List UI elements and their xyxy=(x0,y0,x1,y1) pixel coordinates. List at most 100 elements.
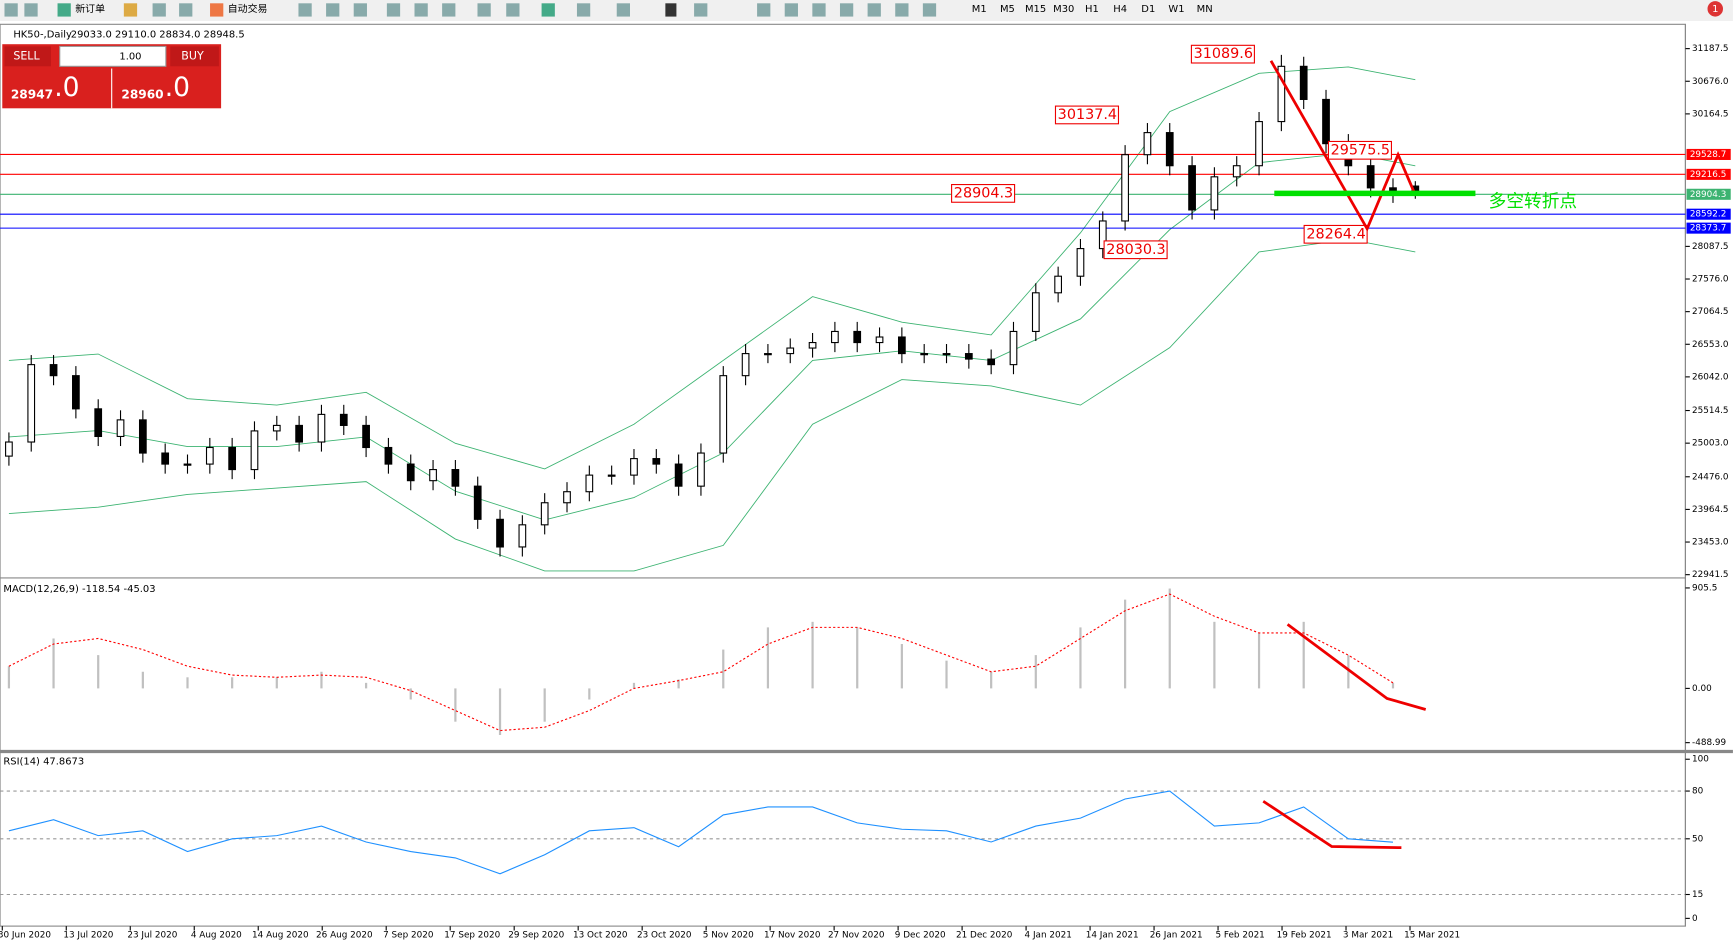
volume-field[interactable] xyxy=(59,45,167,67)
candle-body xyxy=(27,364,36,443)
annotation-box xyxy=(1054,105,1120,125)
notification-badge[interactable] xyxy=(1707,1,1723,17)
timeframe-button[interactable]: MN xyxy=(1197,4,1213,15)
y-tick-label: 0.00 xyxy=(1692,684,1712,694)
candle-body xyxy=(362,424,370,449)
candle-body xyxy=(272,424,281,432)
toolbar xyxy=(0,0,1733,21)
candle-body xyxy=(1165,132,1174,167)
price-label: 28592.2 xyxy=(1690,210,1727,220)
timeframe-button[interactable]: H1 xyxy=(1085,4,1099,15)
price-label: 29216.5 xyxy=(1690,170,1727,180)
timeframe-button[interactable]: M15 xyxy=(1025,4,1046,15)
price-label-bg xyxy=(1686,168,1731,180)
y-tick-label: 25514.5 xyxy=(1692,406,1729,416)
macd-bar xyxy=(1079,627,1082,689)
candle-body xyxy=(1299,65,1308,100)
y-tick-label: 31187.5 xyxy=(1692,44,1729,54)
trade-panel xyxy=(2,44,222,109)
x-tick-label: 21 Dec 2020 xyxy=(956,930,1013,940)
macd-bar xyxy=(498,688,502,735)
annotation: 多空转折点 xyxy=(1489,191,1577,212)
price-label: 29528.7 xyxy=(1690,150,1727,160)
volume[interactable]: 1.00 xyxy=(119,51,141,62)
macd-bar xyxy=(945,660,948,689)
price-label-bg xyxy=(1686,208,1731,220)
signal-line xyxy=(8,593,1394,732)
buy-fraction[interactable]: .0 xyxy=(165,72,190,103)
candle-body xyxy=(138,419,147,454)
candle-body xyxy=(1143,132,1152,156)
toolbar-button[interactable]: 自动交易 xyxy=(228,2,268,15)
macd-bar xyxy=(454,688,457,722)
candle-body xyxy=(1188,165,1196,211)
macd-title: MACD(12,26,9) -118.54 -45.03 xyxy=(3,584,155,595)
timeframe-button[interactable]: H4 xyxy=(1113,4,1127,15)
candle-body xyxy=(540,502,549,526)
y-tick-label: 26553.0 xyxy=(1692,340,1729,350)
y-tick-label: 23453.0 xyxy=(1692,538,1729,548)
macd-bar xyxy=(97,655,100,689)
macd-bar xyxy=(588,688,591,700)
macd-bar xyxy=(766,627,770,689)
timeframe-button[interactable]: M5 xyxy=(1000,4,1015,15)
toolbar-icons xyxy=(4,3,937,17)
candle-body xyxy=(496,518,504,548)
toolbar-button[interactable]: 新订单 xyxy=(75,2,105,15)
candle-body xyxy=(473,485,482,520)
candle-body xyxy=(429,469,437,482)
sell-price[interactable]: 28947 xyxy=(11,88,53,102)
x-tick-label: 19 Feb 2021 xyxy=(1277,930,1332,940)
y-tick-label: 25003.0 xyxy=(1692,439,1729,449)
macd-bar xyxy=(1034,655,1037,689)
candle-body xyxy=(1031,292,1040,333)
candle-body xyxy=(94,408,103,438)
rsi-title: RSI(14) 47.8673 xyxy=(3,756,84,767)
x-tick-label: 27 Nov 2020 xyxy=(828,930,885,940)
candle-body xyxy=(451,469,460,487)
y-tick-label: -488.99 xyxy=(1692,738,1726,748)
timeframe-button[interactable]: W1 xyxy=(1168,4,1184,15)
price-label-bg xyxy=(1686,222,1731,234)
y-tick-label: 27064.5 xyxy=(1692,307,1729,317)
macd-bar xyxy=(1213,621,1216,689)
x-tick-label: 13 Jul 2020 xyxy=(63,930,113,940)
macd-bar xyxy=(1391,682,1395,689)
ohlc-text: 29033.0 29110.0 28834.0 28948.5 xyxy=(71,29,245,40)
candle-body xyxy=(384,446,393,465)
annotation: 29575.5 xyxy=(1331,142,1390,158)
candle-body xyxy=(116,419,125,438)
buy-button[interactable] xyxy=(170,46,219,67)
macd-bar xyxy=(900,644,903,689)
y-tick-label: 100 xyxy=(1692,755,1709,765)
candle-body xyxy=(674,463,683,487)
annotation-box xyxy=(1303,224,1368,244)
candle-body xyxy=(518,524,527,548)
macd-bar xyxy=(364,682,368,689)
sell-fraction[interactable]: .0 xyxy=(54,72,79,103)
timeframe-button[interactable]: M30 xyxy=(1053,4,1074,15)
annotation: 30137.4 xyxy=(1058,107,1117,123)
bollinger-band xyxy=(8,66,1416,470)
candle-body xyxy=(1054,275,1062,294)
macd-bar xyxy=(1347,655,1350,689)
sell-button[interactable] xyxy=(4,46,51,67)
candle-body xyxy=(987,358,996,366)
sell-label[interactable]: SELL xyxy=(13,49,40,62)
candle-body xyxy=(161,452,170,465)
candle-body xyxy=(964,353,973,360)
bollinger-band xyxy=(8,152,1416,521)
macd-bar xyxy=(677,679,680,689)
candle-body xyxy=(697,452,705,487)
annotation-box xyxy=(951,184,1016,203)
candle-body xyxy=(183,463,192,466)
y-tick-label: 24476.0 xyxy=(1692,472,1729,482)
x-tick-label: 13 Oct 2020 xyxy=(573,930,628,940)
timeframe-button[interactable]: M1 xyxy=(972,4,987,15)
buy-price[interactable]: 28960 xyxy=(121,88,163,102)
buy-label[interactable]: BUY xyxy=(181,49,204,62)
candle-body xyxy=(1121,154,1129,222)
timeframe-button[interactable]: D1 xyxy=(1141,4,1155,15)
candle-body xyxy=(875,336,884,344)
